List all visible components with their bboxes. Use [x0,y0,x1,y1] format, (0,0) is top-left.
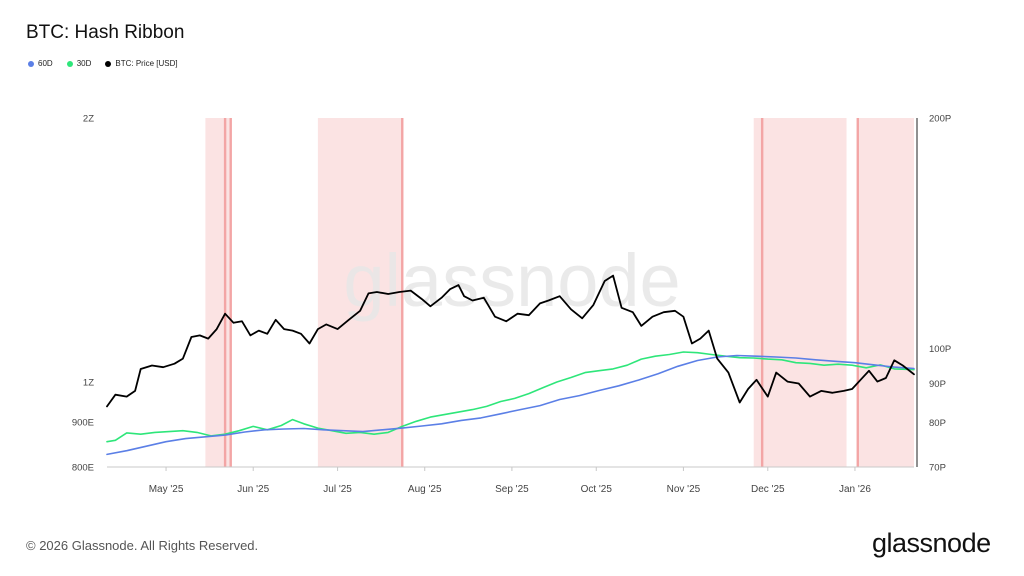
legend-item-60d[interactable]: 60D [28,59,53,68]
series-30d-line [106,351,915,443]
y-right-tick-label: 90P [929,379,946,390]
watermark: glassnode [343,239,680,322]
axes: May '25 Jun '25 Jul '25 Aug '25 Sep '25 Oct '… [72,114,951,496]
x-tick-label: Dec '25 [751,484,785,495]
chart-title: BTC: Hash Ribbon [26,22,185,43]
legend-label-price: BTC: Price [USD] [115,59,178,68]
x-tick-label: Oct '25 [581,484,613,495]
y-left-tick-label: 800E [72,463,94,474]
y-left-tick-label: 2Z [83,114,94,125]
legend-label-30d: 30D [76,59,92,68]
legend-item-price[interactable]: BTC: Price [USD] [105,59,178,68]
x-tick-label: Sep '25 [495,484,529,495]
x-tick-label: Jun '25 [237,484,269,495]
capitulation-line-1-1 [223,118,227,467]
highlight-bands [205,118,914,467]
capitulation-line-3-1 [760,118,764,467]
capitulation-band-2 [317,118,403,467]
series-60d-line [106,354,915,456]
y-right-tick-label: 200P [929,114,951,125]
legend-item-30d[interactable]: 30D [66,59,92,68]
legend-dot-30d [66,60,73,67]
y-left-tick-label: 900E [72,418,94,429]
capitulation-line-1-2 [229,118,232,467]
x-tick-label: May '25 [149,484,184,495]
capitulation-band-4 [857,118,914,467]
capitulation-band-1 [205,118,231,467]
legend-dot-price [105,60,112,67]
capitulation-band-3 [753,118,847,467]
glassnode-logo[interactable]: glassnode [872,528,991,558]
capitulation-line-4-1 [856,118,859,467]
x-tick-label: Nov '25 [667,484,701,495]
legend-label-60d: 60D [38,59,53,68]
y-left-tick-label: 1Z [83,378,94,389]
x-tick-label: Aug '25 [408,484,442,495]
series-btc-price-line [106,274,915,408]
y-right-tick-label: 70P [929,463,946,474]
x-tick-label: Jul '25 [323,484,352,495]
copyright-text: © 2026 Glassnode. All Rights Reserved. [26,538,259,553]
x-tick-label: Jan '26 [839,484,871,495]
legend-dot-60d [28,60,34,67]
series [106,274,915,456]
y-right-tick-label: 100P [929,344,951,355]
chart-legend: 60D 30D BTC: Price [USD] [28,59,178,68]
y-right-tick-label: 80P [929,418,946,429]
